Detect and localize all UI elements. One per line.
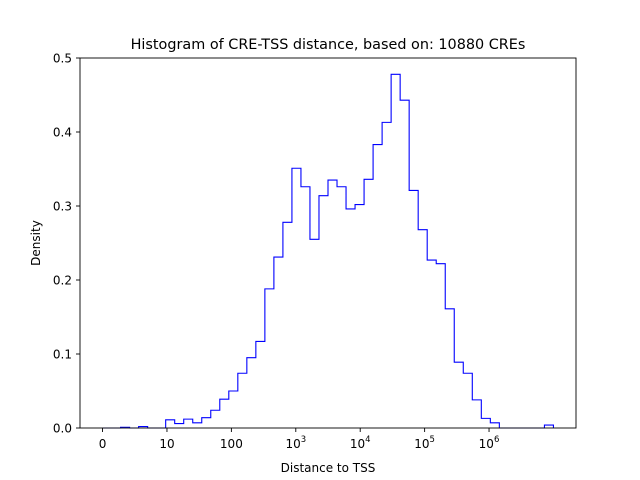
x-tick-label-exponent: 6 (494, 435, 499, 445)
chart-title: Histogram of CRE-TSS distance, based on:… (131, 37, 526, 53)
y-axis: 0.0 0.1 0.2 0.3 0.4 0.5 (53, 52, 80, 436)
x-tick-label: 100 (220, 437, 243, 451)
y-tick-label: 0.0 (53, 422, 72, 436)
x-axis-label: Distance to TSS (281, 461, 376, 475)
x-tick-label: 104 (350, 435, 371, 451)
x-tick-label: 106 (479, 435, 500, 451)
x-tick-label-base: 10 (414, 437, 429, 451)
y-tick-label: 0.4 (53, 126, 72, 140)
y-tick-label: 0.5 (53, 52, 72, 66)
x-axis: 0 10 100 103 104 105 106 (99, 428, 500, 451)
plot-area (80, 58, 576, 428)
x-tick-label-base: 10 (285, 437, 300, 451)
plot-frame (79, 57, 577, 429)
x-tick-label-exponent: 4 (365, 435, 370, 445)
x-tick-label: 103 (285, 435, 306, 451)
y-tick-label: 0.2 (53, 274, 72, 288)
y-tick-label: 0.1 (53, 348, 72, 362)
x-tick-label-exponent: 3 (301, 435, 306, 445)
x-tick-label-base: 10 (479, 437, 494, 451)
x-tick-label-base: 10 (350, 437, 365, 451)
y-tick-label: 0.3 (53, 200, 72, 214)
x-tick-label: 10 (159, 437, 174, 451)
y-axis-label: Density (29, 220, 43, 266)
x-tick-label: 0 (99, 437, 107, 451)
x-tick-label: 105 (414, 435, 435, 451)
x-tick-label-exponent: 5 (430, 435, 435, 445)
histogram-step-line (102, 73, 554, 429)
